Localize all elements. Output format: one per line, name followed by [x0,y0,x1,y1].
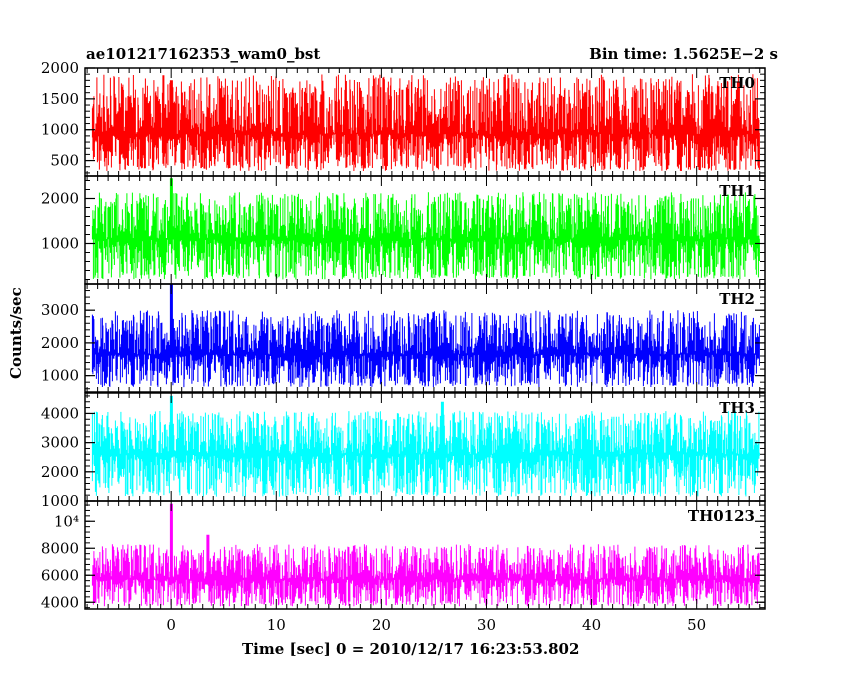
panel-frame-th0123 [84,500,766,610]
y-tick-label: 4000 [41,593,79,611]
x-tick-label: 0 [166,616,176,634]
x-axis-label: Time [sec] 0 = 2010/12/17 16:23:53.802 [242,640,580,658]
x-tick-label: 30 [477,616,496,634]
y-tick-label: 8000 [41,539,79,557]
series-trace-th3 [91,395,760,497]
bin-time-label: Bin time: 1.5625E−2 s [589,45,778,63]
chart-title: ae101217162353_wam0_bst [86,45,321,63]
panel-label-th0123: TH0123 [688,507,755,525]
y-tick-label: 1000 [41,492,79,510]
y-tick-label: 2000 [41,59,79,77]
y-tick-label: 3000 [41,301,79,319]
y-tick-label: 1500 [41,90,79,108]
x-tick-label: 50 [687,616,706,634]
series-trace-th2 [91,284,760,388]
y-tick-label: 1000 [41,121,79,139]
panel-label-th1: TH1 [719,182,755,200]
x-tick-label: 10 [267,616,286,634]
y-tick-label: 2000 [41,190,79,208]
y-tick-label: 2000 [41,463,79,481]
panel-label-th3: TH3 [719,399,755,417]
x-tick-label: 40 [582,616,601,634]
series-trace-th0 [91,74,760,171]
y-tick-label: 10⁴ [54,512,79,530]
series-trace-th0123 [91,503,760,607]
panel-label-th0: TH0 [719,74,755,92]
y-tick-label: 4000 [41,404,79,422]
x-tick-label: 20 [372,616,391,634]
panel-frame-th2 [84,283,766,393]
y-tick-label: 3000 [41,434,79,452]
y-tick-label: 2000 [41,334,79,352]
series-trace-th1 [91,178,760,280]
panel-label-th2: TH2 [719,290,755,308]
y-tick-label: 500 [50,152,79,170]
y-tick-label: 1000 [41,235,79,253]
y-tick-label: 6000 [41,566,79,584]
y-tick-label: 1000 [41,367,79,385]
